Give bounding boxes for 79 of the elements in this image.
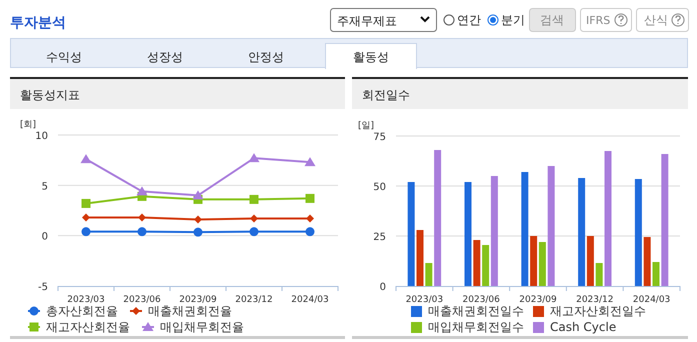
x-tick-label: 2023/12 [235,295,273,305]
point [194,228,202,237]
x-tick-label: 2023/06 [123,295,161,305]
x-tick-label: 2024/03 [632,295,670,305]
bar [408,182,415,286]
bar [425,263,432,286]
bar [586,236,594,286]
legend-label: 재고자산회전율 [46,320,130,334]
y-tick-label: 10 [35,131,48,142]
text: 성장성 [147,50,183,64]
bar [416,230,424,286]
text: 분기 [501,13,525,27]
x-tick-label: 2023/09 [179,295,217,305]
point [250,227,258,236]
chart-title: 회전일수 [362,88,410,102]
legend-label: 매입채무회전일수 [428,320,524,334]
bar [482,245,490,286]
point [82,214,90,222]
point [250,194,258,204]
point [306,214,314,223]
x-tick-label: 2023/03 [67,295,105,305]
bar [530,236,538,286]
text: 연간 [457,13,481,27]
y-tick-label: 25 [373,232,386,243]
bar [521,172,528,286]
y-tick-label: 75 [373,132,386,143]
point [306,194,314,203]
point [306,227,314,236]
legend-label: 매출채권회전율 [148,304,232,318]
bar [652,262,660,286]
legend-label: 매출채권회전일수 [428,304,524,318]
y-tick-label: 0 [380,282,386,293]
x-tick-label: 2023/06 [462,295,500,305]
y-tick-label: 50 [373,182,386,193]
y-tick-label: 5 [42,181,48,192]
point [304,157,316,166]
point [80,154,92,164]
bar [464,182,472,286]
bar [578,178,586,286]
text: 투자분석 [10,15,66,31]
x-tick-label: 2024/03 [291,295,329,305]
bar [634,179,642,286]
text: 주재무제표 [337,14,397,28]
legend-label: 재고자산회전일수 [550,304,646,318]
point [194,216,202,224]
bar [661,154,668,286]
y-tick-label: 0 [42,232,48,243]
bar [434,150,442,286]
legend-label: Cash Cycle [550,320,616,334]
x-tick-label: 2023/03 [406,295,444,305]
y-axis-title: [회] [20,120,36,130]
text: 검색 [540,13,564,27]
legend-label: 총자산회전율 [46,304,118,318]
point [82,198,90,208]
text: IFRS [586,14,610,27]
text: 안정성 [248,50,284,64]
text: 산식 [644,13,668,27]
bar [596,263,603,286]
point [248,153,260,162]
legend-label: 매입채무회전율 [160,320,244,334]
text: 활동성 [353,50,389,64]
chart-title: 활동성지표 [20,88,80,102]
point [136,186,148,196]
bar [538,242,546,286]
point [138,227,146,236]
text: 수익성 [46,50,82,64]
bar [548,166,555,286]
point [250,214,258,223]
point [82,227,90,236]
point [138,214,146,222]
y-axis-title: [일] [358,121,374,131]
x-tick-label: 2023/12 [576,295,614,305]
bar [644,237,651,286]
point [192,190,204,200]
x-tick-label: 2023/09 [519,295,557,305]
bar [604,151,612,286]
bar [473,240,480,286]
y-tick-label: -5 [38,282,48,293]
bar [490,176,498,286]
